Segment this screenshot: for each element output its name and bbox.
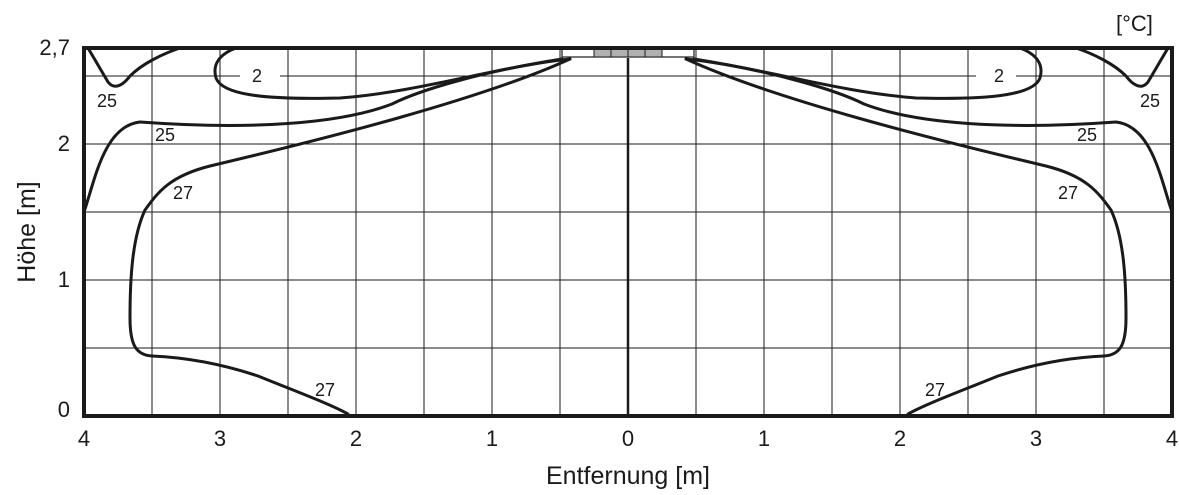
isotherm-label: 25 xyxy=(1077,125,1097,145)
x-tick-label: 4 xyxy=(1166,426,1178,451)
x-tick-label: 3 xyxy=(1030,426,1042,451)
x-axis-title: Entfernung [m] xyxy=(546,462,710,490)
isotherm-label: 27 xyxy=(1058,183,1078,203)
unit-label: [°C] xyxy=(1116,11,1153,36)
isotherm-label: 25 xyxy=(97,91,117,111)
diagram-frame xyxy=(82,46,1174,418)
y-axis-title: Höhe [m] xyxy=(13,181,41,282)
x-tick-label: 4 xyxy=(78,426,90,451)
isotherm-25-corner-left xyxy=(86,46,182,88)
isotherm-label: 27 xyxy=(925,380,945,400)
isotherm-25-left xyxy=(82,57,564,214)
y-tick-label: 2,7 xyxy=(39,35,70,60)
x-tick-label: 0 xyxy=(622,426,634,451)
isotherm-label: 2 xyxy=(252,66,262,86)
isotherm-27-left xyxy=(128,57,572,416)
y-tick-label: 2 xyxy=(58,131,70,156)
x-tick-label: 1 xyxy=(758,426,770,451)
isotherm-label: 25 xyxy=(1140,91,1160,111)
isotherm-25-corner-right xyxy=(1074,46,1170,88)
x-tick-label: 2 xyxy=(894,426,906,451)
y-tick-label: 0 xyxy=(58,397,70,422)
isotherm-label: 27 xyxy=(315,380,335,400)
x-tick-label: 1 xyxy=(486,426,498,451)
x-tick-label: 3 xyxy=(214,426,226,451)
isotherm-25-right xyxy=(692,57,1174,214)
isotherm-27-right xyxy=(684,57,1128,416)
isotherm-label: 2 xyxy=(994,66,1004,86)
isotherm-label: 27 xyxy=(173,183,193,203)
x-tick-label: 2 xyxy=(350,426,362,451)
y-tick-label: 1 xyxy=(58,267,70,292)
isotherm-label: 25 xyxy=(155,125,175,145)
